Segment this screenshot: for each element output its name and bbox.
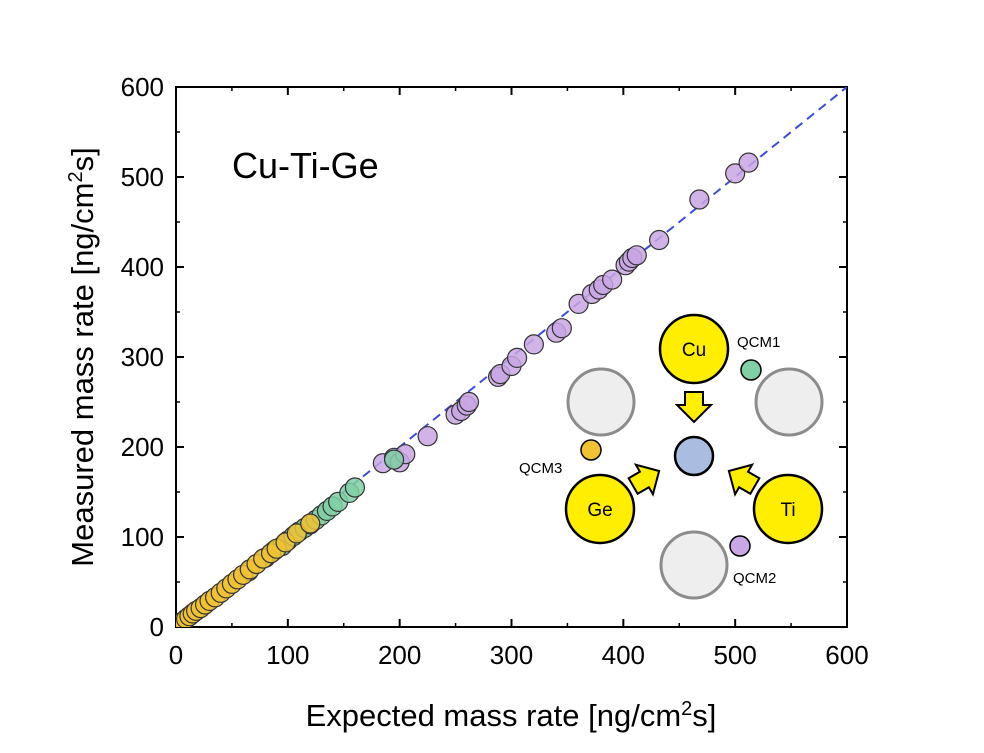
data-point-qcm1 bbox=[383, 449, 405, 470]
data-points bbox=[176, 152, 759, 627]
qcm3-sensor bbox=[580, 439, 602, 461]
qcm3-label: QCM3 bbox=[519, 460, 562, 477]
y-tick-label: 0 bbox=[150, 612, 164, 642]
qcm2-label: QCM2 bbox=[733, 570, 776, 587]
empty-source-left bbox=[566, 367, 636, 437]
data-point-qcm2 bbox=[626, 245, 647, 266]
x-tick-label: 300 bbox=[490, 640, 533, 670]
data-point-qcm2 bbox=[738, 152, 759, 173]
x-tick-label: 0 bbox=[169, 640, 183, 670]
arrow-from-cu-icon bbox=[674, 391, 714, 424]
source-ti-label: Ti bbox=[780, 500, 795, 521]
chart-title: Cu-Ti-Ge bbox=[232, 145, 379, 186]
qcm1-label: QCM1 bbox=[737, 334, 780, 351]
x-tick-label: 500 bbox=[713, 640, 756, 670]
y-tick-label: 600 bbox=[121, 72, 164, 102]
x-axis-title: Expected mass rate [ng/cm2s] bbox=[306, 698, 717, 733]
data-point-qcm2 bbox=[506, 347, 528, 368]
data-point-qcm2 bbox=[725, 163, 746, 184]
data-point-qcm2 bbox=[689, 189, 710, 210]
qcm2-sensor bbox=[729, 535, 751, 557]
y-tick-label: 500 bbox=[121, 162, 164, 192]
inset-schematic: Cu Ge Ti QCM1 QCM2 QCM3 bbox=[519, 313, 824, 600]
x-tick-label: 100 bbox=[266, 640, 309, 670]
arrow-from-ti-icon bbox=[727, 463, 761, 497]
x-tick-label: 600 bbox=[825, 640, 868, 670]
source-cu-label: Cu bbox=[682, 340, 706, 361]
data-point-qcm2 bbox=[602, 269, 623, 290]
y-tick-label: 400 bbox=[121, 252, 164, 282]
data-point-qcm1 bbox=[344, 477, 366, 498]
source-ge bbox=[564, 473, 636, 545]
y-axis-title: Measured mass rate [ng/cm2s] bbox=[65, 147, 100, 566]
source-cu bbox=[658, 313, 730, 385]
y-axis-ticks: 0 100 200 300 400 500 600 bbox=[121, 72, 847, 642]
qcm1-sensor bbox=[740, 359, 762, 381]
source-ge-label: Ge bbox=[587, 500, 612, 521]
data-point-qcm2 bbox=[649, 229, 670, 251]
x-axis-ticks: 0 100 200 300 400 500 600 bbox=[169, 87, 869, 670]
substrate-target bbox=[673, 435, 715, 477]
x-tick-label: 400 bbox=[602, 640, 645, 670]
arrow-from-ge-icon bbox=[627, 463, 661, 497]
data-point-qcm3 bbox=[300, 513, 321, 534]
empty-source-right bbox=[754, 367, 824, 437]
data-point-qcm2 bbox=[551, 318, 572, 339]
y-tick-label: 300 bbox=[121, 342, 164, 372]
source-ti bbox=[752, 473, 824, 545]
y-tick-label: 200 bbox=[121, 432, 164, 462]
x-tick-label: 200 bbox=[378, 640, 421, 670]
data-point-qcm2 bbox=[417, 426, 438, 447]
y-tick-label: 100 bbox=[121, 522, 164, 552]
data-point-qcm2 bbox=[523, 334, 544, 355]
empty-source-bottom bbox=[659, 530, 729, 600]
data-point-qcm2 bbox=[458, 391, 480, 413]
